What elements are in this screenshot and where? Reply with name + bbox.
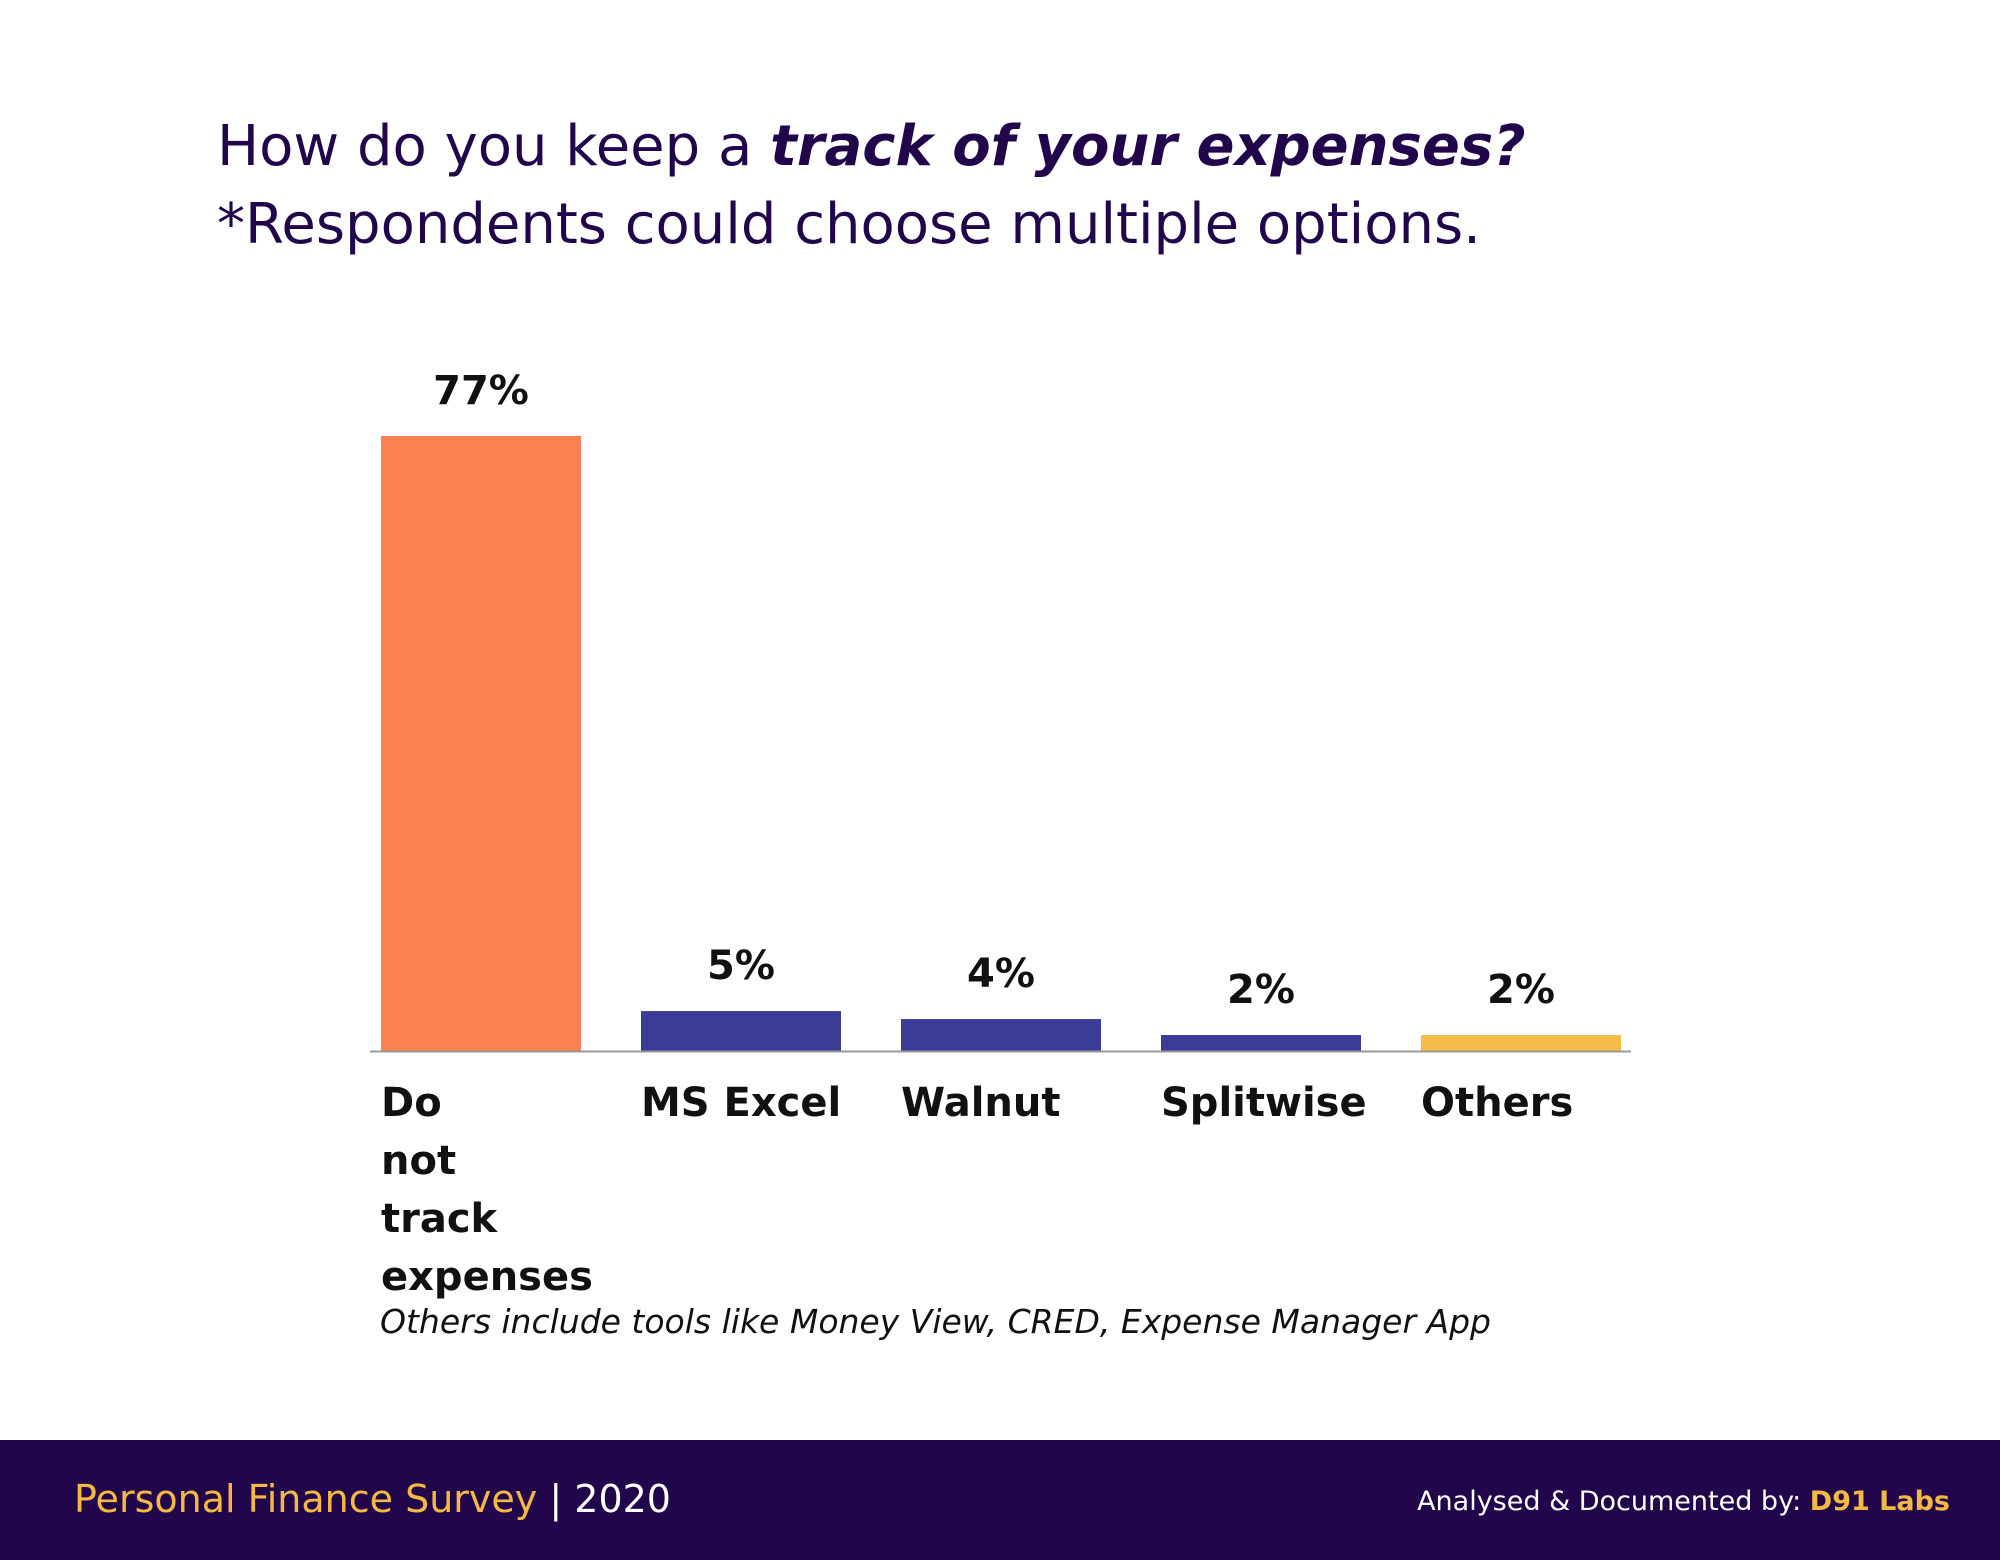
chart-title: How do you keep a track of your expenses…: [217, 108, 1526, 264]
value-label-do-not-track-expenses: 77%: [433, 368, 529, 414]
bar-do-not-track-expenses: [381, 436, 581, 1051]
title-line: How do you keep a track of your expenses…: [217, 108, 1526, 186]
category-label-do-not-track-expenses: Do not track expenses: [381, 1080, 593, 1300]
credit-prefix: Analysed & Documented by:: [1417, 1486, 1802, 1517]
title-prefix: How do you keep a: [217, 114, 771, 179]
credit-label: Analysed & Documented by: D91 Labs: [1417, 1484, 1950, 1520]
category-label-ms-excel: MS Excel: [641, 1080, 841, 1126]
chart-subtitle: *Respondents could choose multiple optio…: [217, 192, 1481, 257]
category-label-splitwise: Splitwise: [1161, 1080, 1367, 1126]
survey-year: 2020: [574, 1477, 671, 1521]
bar-ms-excel: [641, 1011, 841, 1051]
credit-org: D91 Labs: [1809, 1486, 1950, 1517]
bars-layer: [381, 436, 1621, 1051]
value-label-ms-excel: 5%: [707, 943, 775, 989]
value-label-splitwise: 2%: [1227, 967, 1295, 1013]
category-label-others: Others: [1421, 1080, 1573, 1126]
separator: |: [549, 1477, 563, 1521]
survey-label: Personal Finance Survey | 2020: [74, 1474, 671, 1524]
value-label-others: 2%: [1487, 967, 1555, 1013]
title-emphasis: track of your expenses?: [770, 114, 1526, 179]
chart-footnote: Others include tools like Money View, CR…: [380, 1302, 1491, 1341]
bar-chart: 77% 5% 4% 2% 2% Do not track expenses MS Excel Wa…: [370, 368, 1631, 1300]
category-labels-layer: Do not track expenses MS Excel Walnut Splitwis…: [381, 1080, 1573, 1300]
bar-others: [1421, 1035, 1621, 1051]
survey-name: Personal Finance Survey: [74, 1477, 538, 1521]
bar-splitwise: [1161, 1035, 1361, 1051]
value-labels-layer: 77% 5% 4% 2% 2%: [433, 368, 1555, 1013]
footer-bar: Personal Finance Survey | 2020 Analysed …: [0, 1440, 2000, 1560]
value-label-walnut: 4%: [967, 951, 1035, 997]
category-label-walnut: Walnut: [901, 1080, 1060, 1126]
bar-walnut: [901, 1019, 1101, 1051]
